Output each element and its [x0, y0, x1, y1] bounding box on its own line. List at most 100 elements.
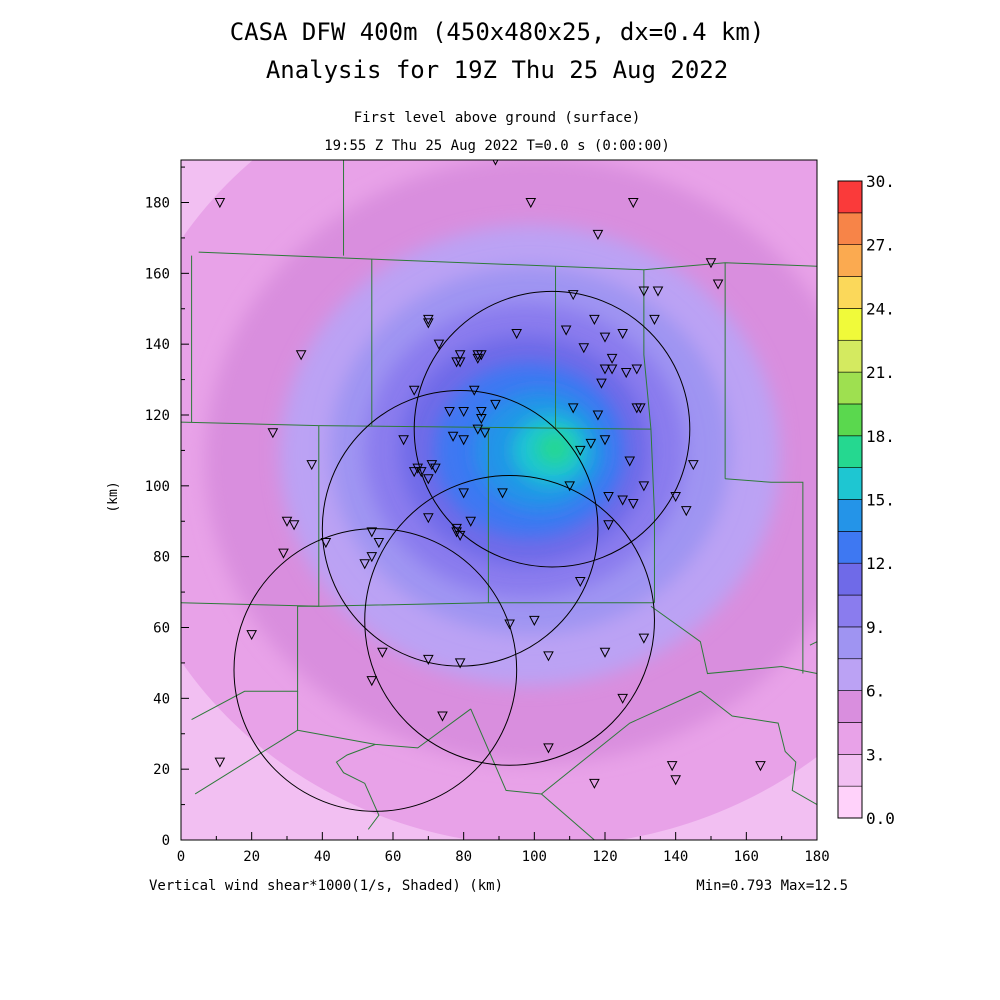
station-marker [377, 647, 388, 658]
colorbar: 0.0 3. 6. 9. 12. 15. 18. 21. 24. 27. 30. [837, 172, 895, 828]
x-tick-label: 120 [592, 849, 617, 865]
field-caption: Vertical wind shear*1000(1/s, Shaded) (k… [149, 878, 503, 894]
station-marker [688, 460, 699, 471]
shear-contour-band [536, 431, 573, 465]
station-marker [423, 474, 434, 485]
colorbar-frame [837, 180, 863, 819]
station-marker [423, 654, 434, 665]
x-axis: 0 20 40 60 80 100 120 140 160 180 [177, 832, 830, 865]
station-marker [631, 364, 643, 375]
station-marker [433, 339, 445, 350]
county-boundary [181, 421, 319, 427]
colorbar-swatch [837, 244, 863, 277]
colorbar-swatch [837, 626, 863, 660]
station-marker [670, 775, 681, 786]
county-boundary [318, 425, 651, 430]
station-marker [214, 198, 226, 209]
y-tick-label: 180 [145, 196, 170, 212]
county-boundary [335, 743, 380, 830]
x-tick-label: 160 [734, 849, 759, 865]
station-marker [606, 364, 618, 375]
station-marker [458, 406, 469, 418]
colorbar-label: 24. [866, 299, 895, 318]
station-marker [649, 314, 660, 325]
plot-area [181, 160, 817, 840]
station-marker [617, 329, 628, 340]
station-marker [454, 658, 466, 669]
radar-range-ring [321, 390, 599, 667]
station-marker [267, 428, 279, 439]
station-marker [468, 385, 480, 396]
radar-range-ring [413, 290, 691, 568]
station-marker [617, 693, 628, 704]
colorbar-swatch [837, 722, 863, 755]
station-marker [423, 513, 434, 524]
y-tick-label: 100 [145, 479, 170, 495]
colorbar-label: 6. [866, 682, 885, 701]
x-tick-label: 40 [314, 849, 331, 865]
station-marker [476, 414, 487, 425]
colorbar-swatch [837, 180, 863, 214]
station-marker [589, 778, 600, 789]
station-marker [511, 329, 522, 340]
y-axis: 0 20 40 60 80 100 120 140 160 180 [145, 166, 189, 849]
radar-range-ring [364, 475, 655, 766]
station-marker [755, 761, 766, 772]
colorbar-swatch [837, 339, 863, 373]
county-boundaries [181, 160, 817, 840]
chart-title: CASA DFW 400m (450x480x25, dx=0.4 km) [230, 18, 765, 46]
station-marker [543, 743, 554, 754]
station-marker [564, 481, 575, 492]
station-marker [454, 530, 466, 541]
station-marker [543, 651, 554, 662]
x-tick-label: 140 [663, 849, 688, 865]
y-tick-label: 20 [153, 762, 170, 778]
station-marker [567, 403, 579, 414]
station-marker [306, 460, 318, 471]
station-marker [476, 350, 487, 361]
station-marker [620, 368, 632, 379]
station-marker [578, 343, 590, 354]
colorbar-swatch [837, 403, 863, 437]
station-marker [627, 499, 639, 510]
y-tick-label: 0 [162, 833, 170, 849]
station-marker [627, 198, 639, 209]
station-marker [529, 615, 540, 626]
station-marker [472, 424, 484, 435]
colorbar-swatch [837, 308, 863, 341]
station-marker [712, 279, 724, 290]
station-marker [504, 619, 515, 630]
station-marker [680, 506, 692, 517]
colorbar-swatch [837, 467, 863, 500]
colorbar-swatch [837, 753, 863, 787]
station-marker [638, 633, 650, 644]
colorbar-swatch [837, 562, 863, 596]
colorbar-label: 30. [866, 172, 895, 191]
station-marker [426, 460, 438, 471]
station-marker [366, 552, 378, 563]
station-marker [592, 410, 604, 421]
station-marker [472, 353, 484, 364]
station-marker [574, 576, 586, 588]
station-marker [458, 435, 469, 446]
station-marker [652, 286, 664, 297]
station-marker [214, 757, 226, 768]
x-tick-label: 180 [804, 849, 829, 865]
station-markers [214, 160, 766, 789]
station-marker [278, 548, 289, 559]
station-marker [476, 406, 487, 418]
colorbar-label: 9. [866, 618, 885, 637]
station-marker [451, 523, 462, 534]
county-boundary [809, 641, 817, 646]
station-marker [454, 350, 466, 361]
y-tick-label: 140 [145, 337, 170, 353]
station-marker [617, 495, 628, 506]
station-marker [447, 431, 459, 442]
colorbar-swatch [837, 435, 863, 468]
station-marker [451, 527, 462, 538]
county-boundary [650, 605, 817, 675]
min-max-label: Min=0.793 Max=12.5 [696, 878, 848, 894]
time-label: 19:55 Z Thu 25 Aug 2022 T=0.0 s (0:00:00… [324, 138, 670, 154]
colorbar-swatch [837, 594, 863, 628]
county-boundary [297, 708, 472, 749]
